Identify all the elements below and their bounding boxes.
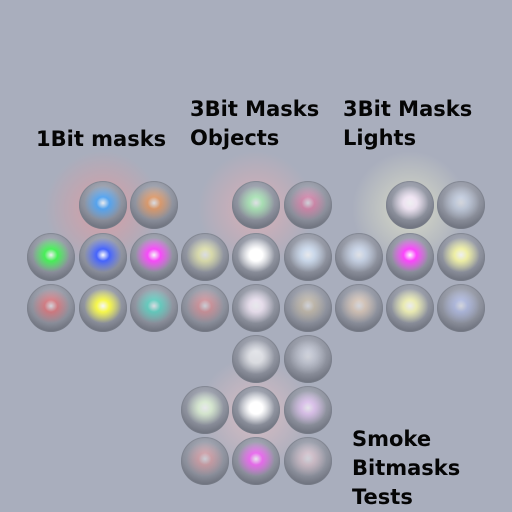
label-smoke-bitmasks-tests: Smoke Bitmasks Tests: [352, 425, 460, 512]
label-smoke-line-1: Smoke: [352, 427, 432, 451]
sphere-tbl-6: [335, 284, 383, 332]
sphere-ob-2: [130, 181, 178, 229]
sphere-sm-1: [232, 335, 280, 383]
label-3bit-lights-line-2: Lights: [343, 126, 417, 150]
sphere-tbo-8: [284, 284, 332, 332]
label-smoke-line-3: Tests: [352, 485, 413, 509]
sphere-ob-8: [130, 284, 178, 332]
label-1bit-line: 1Bit masks: [36, 127, 167, 151]
sphere-sm-3: [181, 386, 229, 434]
sphere-tbl-3: [335, 233, 383, 281]
sphere-layer: [27, 181, 485, 485]
sphere-tbl-8: [437, 284, 485, 332]
sphere-tbo-7: [232, 284, 280, 332]
sphere-ob-5: [130, 233, 178, 281]
sphere-sm-4: [232, 386, 280, 434]
sphere-sm-8: [284, 437, 332, 485]
sphere-ob-3: [27, 233, 75, 281]
sphere-ob-4: [79, 233, 127, 281]
sphere-ob-6: [27, 284, 75, 332]
sphere-ob-1: [79, 181, 127, 229]
sphere-tbl-5: [437, 233, 485, 281]
sphere-tbo-2: [284, 181, 332, 229]
sphere-sm-2: [284, 335, 332, 383]
sphere-sm-5: [284, 386, 332, 434]
label-3bit-objects-line-2: Objects: [190, 126, 280, 150]
sphere-tbo-4: [232, 233, 280, 281]
sphere-tbl-1: [386, 181, 434, 229]
sphere-tbl-7: [386, 284, 434, 332]
sphere-tbo-6: [181, 284, 229, 332]
label-3bit-objects-line-1: 3Bit Masks: [190, 97, 320, 121]
sphere-sm-7: [232, 437, 280, 485]
label-3bit-objects: 3Bit Masks Objects: [190, 95, 319, 153]
sphere-tbo-3: [181, 233, 229, 281]
label-3bit-lights: 3Bit Masks Lights: [343, 95, 472, 153]
label-1bit-masks: 1Bit masks: [36, 125, 166, 154]
sphere-tbl-2: [437, 181, 485, 229]
label-smoke-line-2: Bitmasks: [352, 456, 461, 480]
sphere-ob-7: [79, 284, 127, 332]
sphere-tbl-4: [386, 233, 434, 281]
sphere-sm-6: [181, 437, 229, 485]
sphere-tbo-5: [284, 233, 332, 281]
sphere-tbo-1: [232, 181, 280, 229]
label-3bit-lights-line-1: 3Bit Masks: [343, 97, 473, 121]
